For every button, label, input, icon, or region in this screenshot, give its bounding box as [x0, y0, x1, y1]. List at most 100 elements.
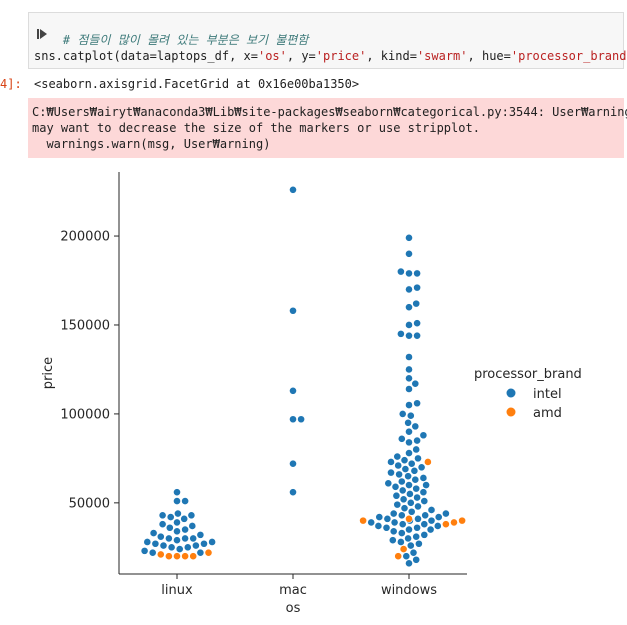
warning-output: C:₩Users₩airyt₩anaconda3₩Lib₩site-packag… [28, 98, 627, 158]
point-intel [149, 529, 158, 537]
point-intel [413, 399, 421, 408]
point-intel [388, 536, 397, 545]
point-amd [405, 514, 413, 523]
point-intel [289, 185, 297, 194]
point-amd [173, 552, 181, 561]
point-intel [173, 488, 181, 497]
warning-line: warnings.warn(msg, User₩arning) [32, 137, 271, 151]
code-cell-input[interactable]: # 점들이 많이 몰려 있는 부분은 보기 불편함 sns.catplot(da… [28, 12, 627, 69]
code-token: , hue= [467, 49, 511, 63]
point-intel [407, 507, 416, 516]
point-intel [173, 509, 182, 518]
plot-axes: 50000 100000 150000 200000 linux mac windows os… [41, 172, 467, 616]
point-intel [397, 434, 406, 443]
point-intel [406, 541, 415, 550]
point-amd [399, 545, 408, 553]
point-intel [427, 516, 436, 525]
point-intel [392, 491, 401, 500]
point-intel [420, 497, 429, 505]
point-intel [396, 538, 405, 546]
point-intel [173, 497, 181, 505]
point-intel [395, 470, 403, 479]
point-intel [419, 488, 428, 497]
point-intel [397, 529, 406, 537]
point-intel [433, 522, 442, 530]
point-intel [414, 454, 422, 463]
point-intel [412, 555, 421, 564]
legend-marker-intel [506, 388, 516, 398]
point-intel [404, 418, 412, 427]
point-intel [397, 511, 406, 520]
x-tick-label: mac [279, 583, 307, 598]
point-intel [399, 495, 408, 504]
point-intel [405, 374, 413, 383]
point-intel [413, 523, 421, 532]
point-intel [409, 548, 418, 557]
code-string: 'price' [315, 49, 367, 63]
point-intel [412, 445, 421, 454]
x-tick-label: windows [381, 583, 437, 598]
point-intel [405, 449, 413, 457]
point-intel [405, 321, 413, 329]
point-intel [191, 541, 200, 550]
point-intel [405, 427, 413, 436]
point-intel [411, 422, 420, 431]
point-intel [181, 497, 189, 505]
swarm-plot: 50000 100000 150000 200000 linux mac windows os… [41, 172, 582, 616]
point-intel [412, 532, 421, 541]
point-intel [400, 504, 409, 513]
point-intel [158, 511, 167, 520]
point-intel [148, 548, 157, 557]
legend-label-intel: intel [533, 387, 562, 402]
point-intel [406, 498, 415, 507]
point-intel [183, 543, 192, 552]
point-intel [404, 534, 412, 543]
point-amd [156, 550, 165, 559]
point-intel [441, 509, 450, 518]
point-intel [187, 511, 196, 520]
point-intel [208, 538, 216, 546]
point-intel [189, 534, 198, 543]
point-intel [405, 233, 413, 242]
point-intel [414, 539, 423, 548]
point-intel [398, 486, 407, 495]
point-amd [458, 516, 466, 525]
code-string: 'processor_brand' [510, 49, 627, 63]
point-intel [140, 546, 149, 555]
point-intel [289, 306, 297, 315]
point-intel [419, 431, 428, 440]
point-amd [359, 516, 367, 525]
point-intel [413, 436, 421, 445]
point-intel [398, 520, 407, 529]
code-token: , y= [286, 49, 316, 63]
point-intel [164, 534, 173, 543]
code-string: 'swarm' [416, 49, 468, 63]
point-intel [427, 506, 436, 514]
point-intel [413, 269, 421, 278]
point-amd [164, 552, 173, 561]
point-intel [407, 459, 416, 468]
point-amd [204, 548, 213, 557]
point-intel [405, 285, 413, 294]
point-intel [410, 466, 419, 475]
point-intel [421, 511, 430, 520]
point-intel [159, 541, 168, 550]
point-intel [289, 415, 297, 424]
legend-title: processor_brand [474, 367, 582, 382]
legend-marker-amd [506, 407, 516, 417]
point-intel [289, 488, 297, 497]
point-intel [420, 530, 429, 539]
point-intel [173, 518, 181, 527]
point-intel [405, 401, 413, 409]
point-intel [400, 456, 409, 465]
point-intel [411, 379, 420, 388]
code-token: , kind= [366, 49, 417, 63]
run-cell-icon[interactable] [37, 29, 47, 39]
point-intel [387, 458, 395, 466]
point-intel [167, 543, 176, 552]
point-intel [156, 532, 165, 541]
point-intel [196, 548, 205, 557]
point-intel [374, 522, 383, 530]
point-intel [387, 468, 395, 477]
point-intel [413, 331, 421, 340]
